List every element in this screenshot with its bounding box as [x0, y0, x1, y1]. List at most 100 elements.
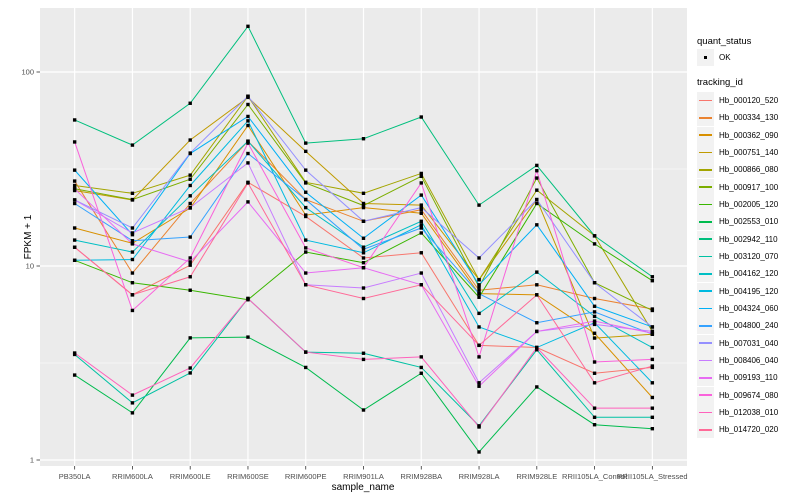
data-point: [419, 174, 423, 178]
data-point: [361, 251, 366, 255]
legend-line-icon: [699, 325, 712, 327]
x-tick-label: RRII105LA_Control: [562, 472, 627, 481]
legend-item-Hb_000917_100: Hb_000917_100: [697, 178, 779, 196]
data-point: [361, 191, 366, 195]
data-point: [477, 450, 481, 454]
data-point: [361, 286, 366, 290]
data-point: [130, 143, 135, 147]
data-point: [477, 277, 481, 282]
legend-item-label: OK: [719, 53, 731, 62]
data-point: [188, 138, 192, 142]
data-point: [304, 365, 308, 370]
data-point: [477, 283, 481, 287]
legend-line-icon: [699, 377, 712, 379]
legend-key-swatch: [697, 421, 714, 439]
legend-line-icon: [699, 359, 712, 362]
data-point: [650, 395, 655, 400]
data-point: [592, 322, 597, 327]
data-point: [130, 232, 135, 237]
data-point: [419, 231, 423, 235]
legend-item-Hb_000751_140: Hb_000751_140: [697, 143, 778, 161]
legend-item-Hb_007031_040: Hb_007031_040: [697, 334, 779, 352]
data-point: [592, 314, 597, 319]
legend-item-Hb_000362_090: Hb_000362_090: [697, 126, 779, 144]
data-point: [130, 231, 135, 235]
legend-item-ok: OK: [697, 49, 731, 66]
legend-key-swatch: [697, 282, 714, 300]
data-point: [477, 384, 481, 388]
legend-item-label: Hb_004162_120: [719, 269, 779, 279]
data-point: [535, 348, 539, 352]
data-point: [72, 373, 77, 377]
x-tick-label: RRIM600LE: [170, 472, 211, 481]
data-point: [361, 357, 366, 362]
legend-line-icon: [699, 273, 712, 275]
data-point: [246, 119, 250, 123]
legend-key-swatch: [697, 334, 714, 352]
legend-item-label: Hb_004800_240: [719, 321, 779, 331]
data-point: [592, 381, 597, 385]
legend-line-icon: [699, 394, 712, 396]
data-point: [304, 350, 308, 354]
data-point: [592, 406, 597, 410]
legend-item-Hb_000120_520: Hb_000120_520: [697, 92, 778, 109]
data-point: [130, 191, 135, 195]
legend-item-label: Hb_003120_070: [719, 251, 779, 261]
legend-item-Hb_000334_130: Hb_000334_130: [697, 109, 779, 127]
data-point: [650, 345, 655, 350]
data-point: [535, 270, 539, 274]
legend-key-swatch: [697, 213, 714, 231]
data-point: [304, 205, 308, 210]
legend-line-icon: [699, 342, 712, 344]
legend-item-label: Hb_007031_040: [719, 338, 779, 348]
legend-key-swatch: [697, 126, 714, 144]
legend-item-label: Hb_000334_130: [719, 113, 779, 123]
data-point: [130, 393, 135, 397]
legend-item-label: Hb_000917_100: [719, 182, 779, 192]
data-point: [419, 211, 423, 215]
data-point: [188, 177, 192, 181]
data-point: [304, 197, 308, 202]
data-point: [650, 415, 655, 419]
data-point: [477, 285, 481, 289]
legend-line-icon: [699, 151, 712, 154]
data-point: [419, 283, 423, 287]
data-point: [535, 168, 539, 173]
legend-title-tracking-id: tracking_id: [697, 77, 743, 88]
data-point: [650, 308, 655, 313]
data-point: [130, 226, 135, 230]
x-tick-label: RRIM928LA: [459, 472, 500, 481]
data-point: [188, 151, 192, 155]
legend-line-icon: [699, 203, 712, 206]
data-point: [304, 246, 308, 250]
data-point: [130, 281, 135, 285]
data-point: [130, 239, 135, 243]
data-point: [650, 381, 655, 385]
legend-item-Hb_012038_010: Hb_012038_010: [697, 403, 778, 421]
legend-line-icon: [699, 117, 712, 119]
legend-item-Hb_003120_070: Hb_003120_070: [697, 247, 779, 265]
data-point: [592, 360, 597, 364]
legend-item-Hb_004324_060: Hb_004324_060: [697, 299, 778, 317]
x-tick-label: RRIM928BA: [400, 472, 442, 481]
data-point: [304, 250, 308, 254]
legend-item-label: Hb_000362_090: [719, 130, 779, 140]
data-point: [477, 381, 481, 385]
data-point: [246, 102, 250, 107]
legend-item-label: Hb_002005_120: [719, 199, 779, 209]
x-tick-label: RRIM600LA: [112, 472, 153, 481]
data-point: [361, 296, 366, 301]
data-point: [477, 203, 481, 207]
data-point: [592, 415, 597, 419]
data-point: [419, 205, 423, 210]
data-point: [419, 371, 423, 375]
legend-key-swatch: [697, 178, 714, 196]
data-point: [246, 94, 250, 98]
legend-item-Hb_000866_080: Hb_000866_080: [697, 161, 778, 179]
data-point: [535, 188, 539, 192]
data-point: [592, 304, 597, 308]
data-point: [72, 201, 77, 206]
data-point: [592, 423, 597, 427]
legend-key-swatch: [697, 265, 714, 283]
